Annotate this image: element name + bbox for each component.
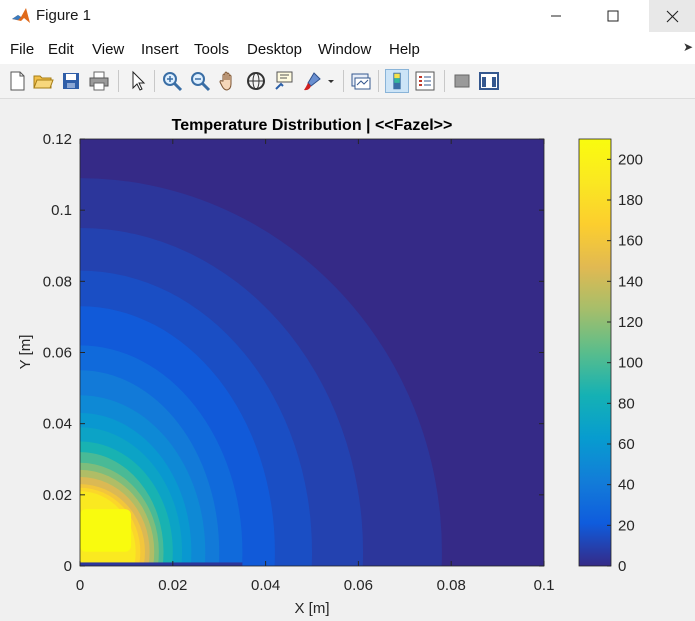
bottom-boundary-band [80, 562, 243, 566]
y-tick-label: 0.12 [43, 131, 72, 148]
figure-canvas[interactable]: Temperature Distribution | <<Fazel>> 0 0.… [0, 99, 695, 621]
rotate-3d-icon[interactable] [244, 69, 268, 93]
open-file-icon[interactable] [31, 69, 55, 93]
colorbar-tick-label: 0 [618, 558, 626, 575]
pan-icon[interactable] [216, 69, 240, 93]
colorbar-ticks: 0 20 40 60 80 100 120 140 160 180 200 [607, 151, 643, 575]
data-cursor-icon[interactable] [272, 69, 296, 93]
x-tick-label: 0.02 [158, 577, 187, 594]
brush-icon[interactable] [300, 69, 324, 93]
y-tick-label: 0.04 [43, 416, 72, 433]
x-tick-label: 0 [76, 577, 84, 594]
menu-bar: File Edit View Insert Tools Desktop Wind… [0, 32, 695, 64]
maximize-button[interactable] [590, 0, 636, 32]
zoom-out-icon[interactable] [188, 69, 212, 93]
y-tick-label: 0 [64, 558, 72, 575]
link-plot-icon[interactable] [349, 69, 373, 93]
colorbar-frame [578, 138, 612, 567]
menu-tools[interactable]: Tools [194, 41, 230, 58]
minimize-button[interactable] [533, 0, 579, 32]
x-tick-label: 0.04 [251, 577, 280, 594]
contour-layer [80, 178, 442, 566]
save-icon[interactable] [59, 69, 83, 93]
colorbar-tick-label: 180 [618, 192, 643, 209]
colorbar [579, 139, 611, 566]
menu-help[interactable]: Help [389, 41, 420, 58]
brush-dropdown-icon[interactable] [324, 69, 338, 93]
colorbar-tick-label: 20 [618, 517, 635, 534]
menu-view[interactable]: View [92, 41, 125, 58]
hide-plot-tools-icon[interactable] [450, 69, 474, 93]
colorbar-tick-label: 140 [618, 273, 643, 290]
colorbar-tick-label: 80 [618, 395, 635, 412]
pointer-icon[interactable] [125, 69, 149, 93]
new-figure-icon[interactable] [5, 69, 29, 93]
x-axis-label: X [m] [294, 600, 329, 617]
chart-title: Temperature Distribution | <<Fazel>> [172, 117, 453, 134]
x-tick-label: 0.06 [344, 577, 373, 594]
colorbar-tick-label: 60 [618, 436, 635, 453]
y-tick-label: 0.06 [43, 345, 72, 362]
colorbar-tick-label: 40 [618, 477, 635, 494]
zoom-in-icon[interactable] [160, 69, 184, 93]
plot-svg: Temperature Distribution | <<Fazel>> 0 0.… [17, 117, 643, 617]
matlab-icon [12, 8, 30, 23]
x-tick-label: 0.08 [437, 577, 466, 594]
menu-overflow-icon[interactable]: ➤ [683, 40, 694, 54]
y-tick-label: 0.08 [43, 273, 72, 290]
close-button[interactable] [649, 0, 695, 32]
print-icon[interactable] [87, 69, 111, 93]
insert-legend-icon[interactable] [413, 69, 437, 93]
window-titlebar: Figure 1 [0, 0, 695, 32]
y-axis-label: Y [m] [17, 335, 34, 370]
menu-file[interactable]: File [10, 41, 35, 58]
y-axis-ticks: 0 0.02 0.04 0.06 0.08 0.1 0.12 [43, 131, 544, 575]
minimize-icon [551, 15, 561, 17]
y-tick-label: 0.02 [43, 487, 72, 504]
insert-colorbar-icon[interactable] [385, 69, 409, 93]
close-icon [666, 10, 678, 22]
colorbar-tick-label: 100 [618, 355, 643, 372]
menu-insert[interactable]: Insert [141, 41, 179, 58]
colorbar-tick-label: 160 [618, 233, 643, 250]
y-tick-label: 0.1 [51, 202, 72, 219]
menu-window[interactable]: Window [318, 41, 372, 58]
maximize-icon [607, 10, 619, 22]
colorbar-tick-label: 200 [618, 151, 643, 168]
colorbar-tick-label: 120 [618, 314, 643, 331]
menu-desktop[interactable]: Desktop [247, 41, 303, 58]
hot-spot-region [80, 509, 132, 552]
show-plot-tools-icon[interactable] [477, 69, 501, 93]
figure-toolbar [0, 64, 695, 99]
menu-edit[interactable]: Edit [48, 41, 74, 58]
x-axis-ticks: 0 0.02 0.04 0.06 0.08 0.1 [76, 139, 555, 594]
x-tick-label: 0.1 [534, 577, 555, 594]
window-title: Figure 1 [36, 7, 92, 24]
